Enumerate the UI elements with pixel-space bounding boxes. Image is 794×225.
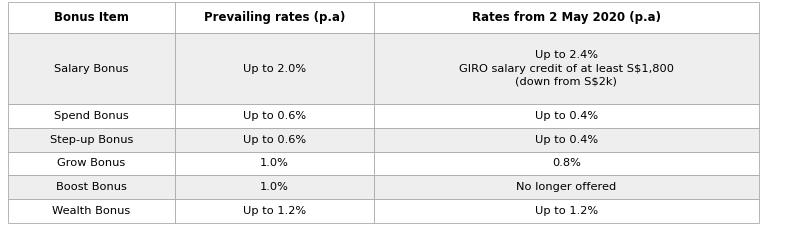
Bar <box>8 33 175 104</box>
Bar <box>374 152 759 175</box>
Text: Wealth Bonus: Wealth Bonus <box>52 206 131 216</box>
Text: Up to 2.4%
GIRO salary credit of at least S$1,800
(down from S$2k): Up to 2.4% GIRO salary credit of at leas… <box>459 50 674 87</box>
Bar <box>374 2 759 33</box>
Text: Up to 0.4%: Up to 0.4% <box>534 111 598 121</box>
Text: Spend Bonus: Spend Bonus <box>54 111 129 121</box>
Text: 1.0%: 1.0% <box>260 182 289 192</box>
Bar <box>175 104 374 128</box>
Bar <box>374 104 759 128</box>
Bar <box>374 175 759 199</box>
Text: Up to 0.6%: Up to 0.6% <box>243 111 306 121</box>
Bar <box>374 128 759 152</box>
Text: Salary Bonus: Salary Bonus <box>54 64 129 74</box>
Bar <box>8 152 175 175</box>
Text: Rates from 2 May 2020 (p.a): Rates from 2 May 2020 (p.a) <box>472 11 661 24</box>
Bar <box>374 199 759 223</box>
Bar <box>175 2 374 33</box>
Bar <box>374 33 759 104</box>
Text: Up to 0.4%: Up to 0.4% <box>534 135 598 145</box>
Text: No longer offered: No longer offered <box>516 182 616 192</box>
Text: Up to 0.6%: Up to 0.6% <box>243 135 306 145</box>
Bar <box>175 33 374 104</box>
Text: Grow Bonus: Grow Bonus <box>57 158 125 169</box>
Text: Up to 2.0%: Up to 2.0% <box>243 64 306 74</box>
Bar <box>175 175 374 199</box>
Text: 1.0%: 1.0% <box>260 158 289 169</box>
Bar <box>175 199 374 223</box>
Text: Prevailing rates (p.a): Prevailing rates (p.a) <box>204 11 345 24</box>
Text: Up to 1.2%: Up to 1.2% <box>534 206 598 216</box>
Bar <box>8 199 175 223</box>
Text: Up to 1.2%: Up to 1.2% <box>243 206 306 216</box>
Bar <box>8 175 175 199</box>
Text: Boost Bonus: Boost Bonus <box>56 182 127 192</box>
Text: 0.8%: 0.8% <box>552 158 580 169</box>
Bar <box>8 2 175 33</box>
Bar <box>8 104 175 128</box>
Bar <box>8 128 175 152</box>
Bar <box>175 152 374 175</box>
Text: Bonus Item: Bonus Item <box>54 11 129 24</box>
Text: Step-up Bonus: Step-up Bonus <box>50 135 133 145</box>
Bar <box>175 128 374 152</box>
